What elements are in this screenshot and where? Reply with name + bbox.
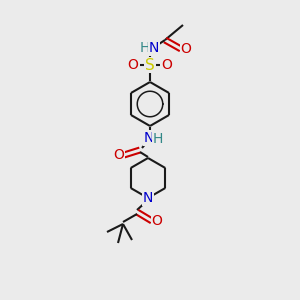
Text: H: H	[140, 41, 150, 55]
Text: O: O	[114, 148, 124, 162]
Text: O: O	[128, 58, 138, 72]
Text: N: N	[143, 191, 153, 205]
Text: O: O	[181, 42, 191, 56]
Text: N: N	[144, 131, 154, 145]
Text: O: O	[162, 58, 172, 72]
Text: N: N	[149, 41, 159, 55]
Text: O: O	[152, 214, 162, 228]
Text: H: H	[153, 132, 163, 146]
Text: S: S	[145, 58, 155, 73]
